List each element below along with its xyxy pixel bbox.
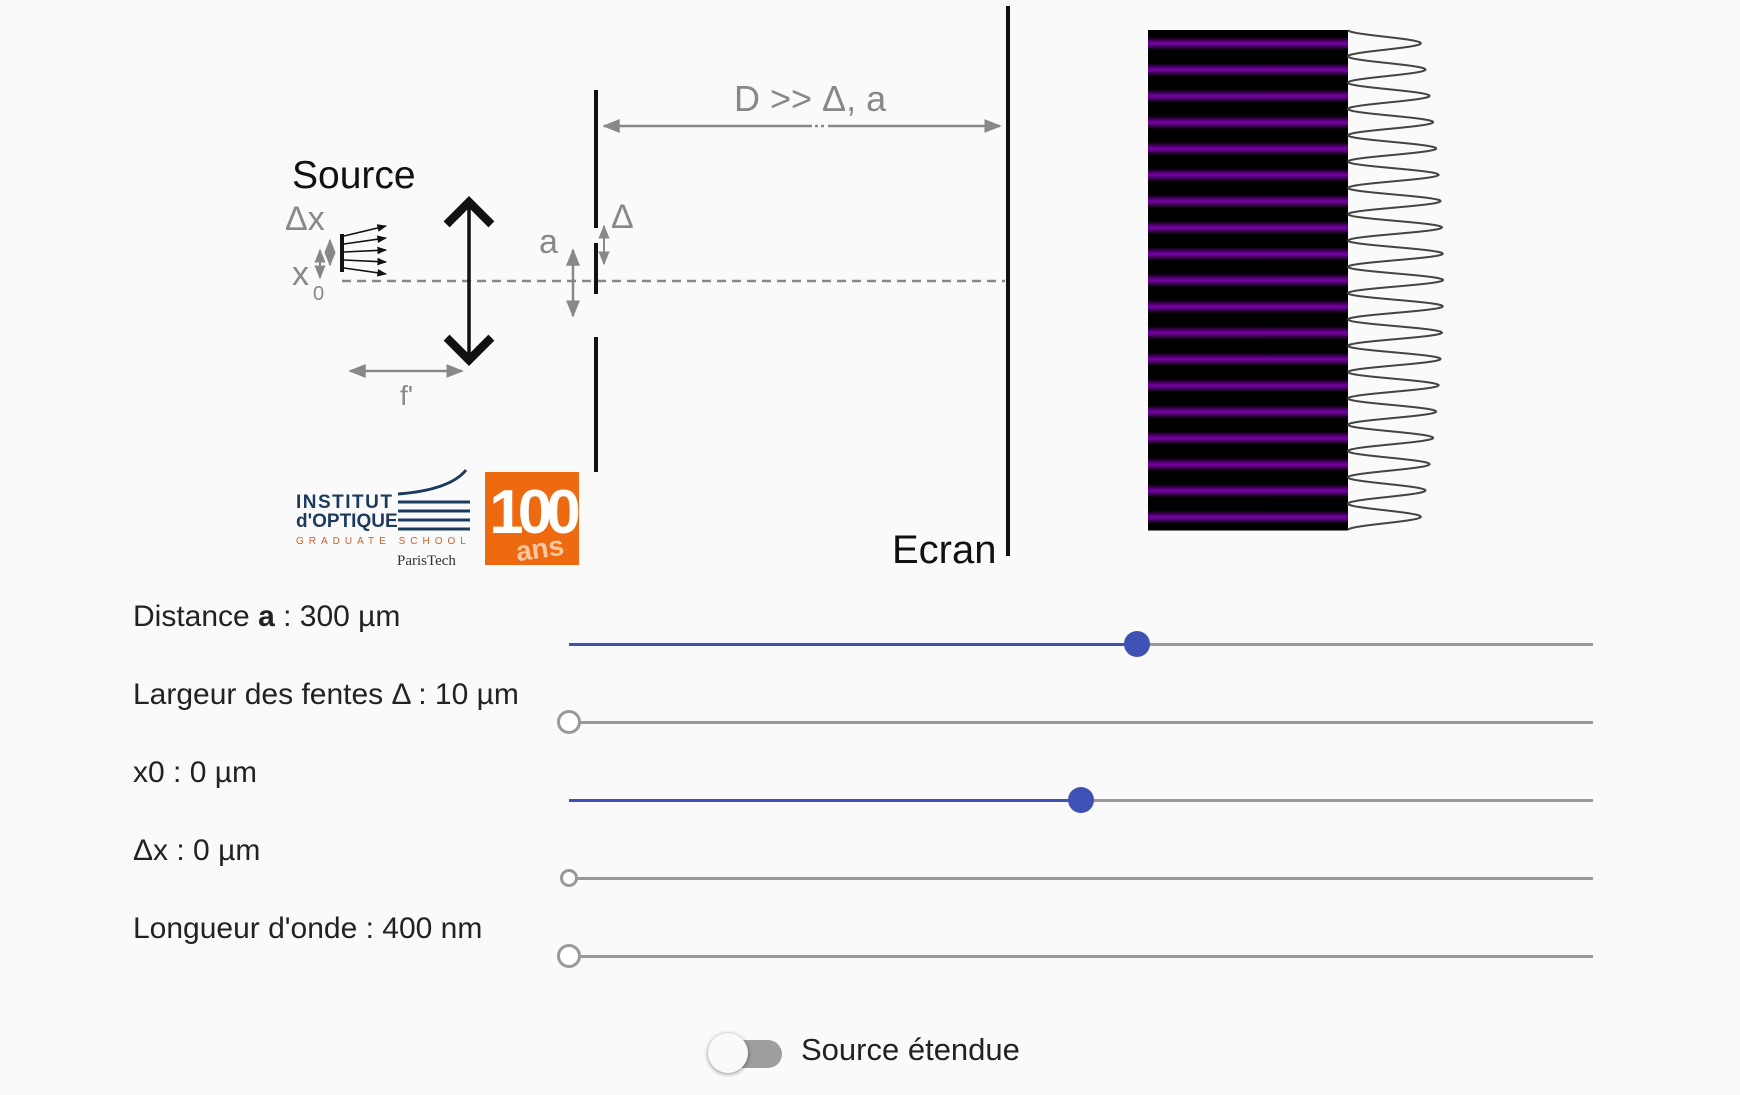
delta-x-slider[interactable] [560,864,1593,894]
slit-width-slider[interactable] [557,708,1593,738]
wavelength-row: Longueur d'onde : 400 nm [133,912,1603,972]
fringe-band [1148,477,1348,505]
slit-distance-slider[interactable] [569,630,1593,660]
slit-width-row: Largeur des fentes Δ : 10 µm [133,678,1603,738]
x0-row: x0 : 0 µm [133,756,1603,816]
fringe-band [1148,187,1348,215]
slider-thumb[interactable] [1124,631,1151,657]
slit-width-label: Δ [611,198,634,236]
x0-slider[interactable] [569,786,1593,816]
fringe-band [1148,135,1348,163]
fringe-band [1148,266,1348,294]
logo-line1: INSTITUT [296,492,394,513]
fringe-band [1148,240,1348,268]
logo-line2: d'OPTIQUE [296,511,398,532]
wavelength-slider-label: Longueur d'onde : 400 nm [133,912,483,945]
fringe-band [1148,345,1348,373]
centenary-badge: 100 ans [485,472,584,567]
logo-line3: GRADUATE SCHOOL [296,536,471,547]
fringe-band [1148,372,1348,399]
x0-subscript: 0 [313,283,324,305]
fringe-band [1148,398,1348,426]
fringe-pattern [1148,30,1348,531]
fringe-band [1148,293,1348,320]
source-icon [340,224,387,277]
logo-line4: ParisTech [397,553,456,569]
slider-thumb[interactable] [560,869,578,887]
fringe-band [1148,82,1348,110]
toggle-label: Source étendue [801,1032,1020,1067]
fringe-band [1148,108,1348,136]
x0-slider-label: x0 : 0 µm [133,756,257,789]
slit-distance-label: a [539,223,558,261]
slider-thumb[interactable] [557,944,581,968]
focal-length-label: f' [400,380,413,411]
x0-label: x [292,255,309,293]
badge-number: 100 [489,478,578,547]
institut-optique-logo: INSTITUT d'OPTIQUE GRADUATE SCHOOL Paris… [296,469,471,569]
delta-x-row: Δx : 0 µm [133,834,1603,894]
fringe-band [1148,161,1348,189]
fringe-band [1148,319,1348,347]
fringe-band [1148,503,1348,531]
badge-text: ans [514,530,566,567]
slider-thumb[interactable] [557,710,581,734]
distance-label: D >> Δ, a [734,78,887,119]
screen-label: Ecran [892,528,997,572]
interference-diagram: Source Δx x 0 f' a Δ D >> Δ, a Ecran INS… [285,6,1445,572]
slider-thumb[interactable] [1068,787,1094,813]
fringe-band [1148,30,1348,57]
fringe-band [1148,214,1348,242]
wavelength-slider[interactable] [557,942,1593,972]
slit-width-slider-label: Largeur des fentes Δ : 10 µm [133,678,519,711]
fringe-band [1148,56,1348,84]
fringe-band [1148,451,1348,478]
source-label: Source [292,154,416,197]
delta-x-slider-label: Δx : 0 µm [133,834,261,867]
intensity-profile [1346,29,1445,531]
slit-distance-slider-label: Distance a : 300 µm [133,600,401,633]
delta-x-label: Δx [285,200,325,238]
fringe-band [1148,424,1348,452]
toggle-thumb[interactable] [708,1033,748,1073]
slit-distance-row: Distance a : 300 µm [133,600,1603,660]
